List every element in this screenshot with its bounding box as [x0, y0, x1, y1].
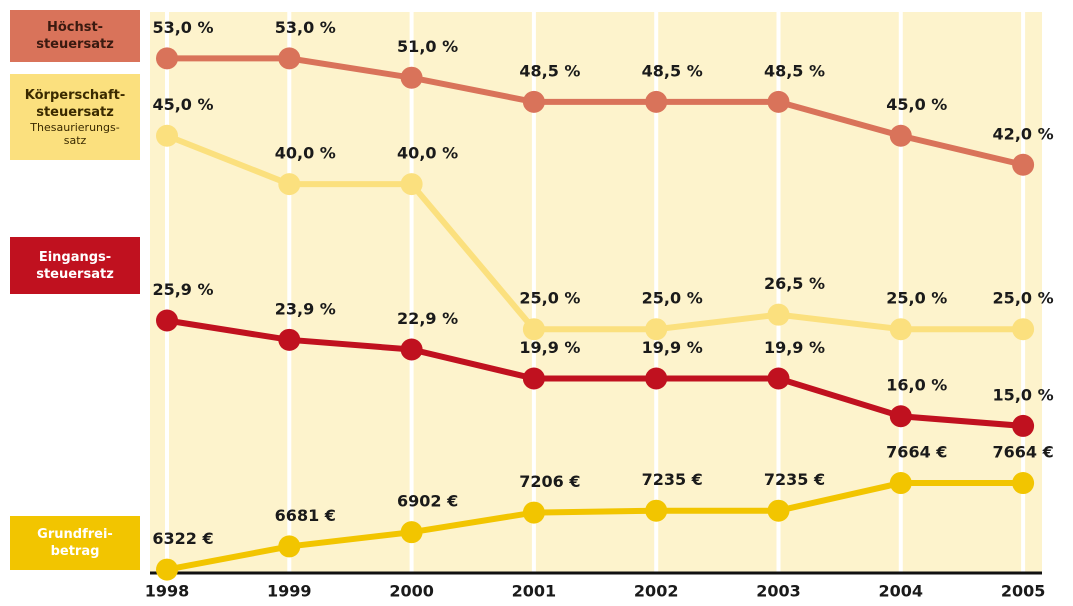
legend-sublabel: Thesaurierungs- satz — [30, 121, 120, 147]
legend-label: Grundfrei- betrag — [37, 527, 113, 559]
data-label: 45,0 % — [886, 95, 947, 114]
data-point — [400, 338, 423, 361]
data-label: 25,0 % — [886, 289, 947, 308]
data-label: 51,0 % — [397, 37, 458, 56]
x-tick-label: 2005 — [1001, 582, 1046, 601]
data-point — [767, 90, 790, 113]
data-point — [156, 47, 178, 70]
data-label: 7664 € — [886, 443, 947, 462]
data-point — [645, 318, 668, 341]
legend-entry: Grundfrei- betrag — [10, 516, 140, 570]
x-tick-label: 2004 — [879, 582, 924, 601]
legend-entry: Körperschaft- steuersatz Thesaurierungs- … — [10, 74, 140, 160]
series-line — [167, 55, 1024, 168]
data-point — [767, 303, 790, 326]
series-line — [166, 317, 1024, 429]
data-point — [278, 328, 301, 351]
data-point — [278, 173, 301, 196]
series-line — [166, 480, 1024, 573]
data-label: 40,0 % — [275, 144, 336, 163]
legend-label: Höchst- steuersatz — [36, 20, 114, 52]
data-label: 7664 € — [992, 443, 1053, 462]
data-label: 7206 € — [519, 472, 580, 491]
data-label: 53,0 % — [275, 18, 336, 37]
data-point — [1012, 153, 1035, 176]
data-label: 53,0 % — [152, 18, 213, 37]
data-point — [400, 66, 423, 89]
x-tick-label: 1999 — [267, 582, 312, 601]
data-point — [645, 499, 668, 522]
data-label: 26,5 % — [764, 274, 825, 293]
data-label: 25,0 % — [642, 289, 703, 308]
data-point — [278, 47, 301, 70]
data-label: 15,0 % — [993, 385, 1054, 404]
data-point — [156, 309, 178, 332]
data-label: 45,0 % — [152, 95, 213, 114]
data-label: 48,5 % — [642, 61, 703, 80]
data-point — [645, 90, 668, 113]
data-point — [767, 499, 790, 522]
data-label: 7235 € — [642, 470, 703, 489]
data-label: 19,9 % — [764, 338, 825, 357]
data-point — [156, 124, 178, 147]
data-label: 25,0 % — [519, 289, 580, 308]
data-point — [400, 173, 423, 196]
data-label: 16,0 % — [886, 376, 947, 395]
data-point — [1012, 472, 1035, 495]
data-point — [1012, 414, 1035, 437]
series-line — [165, 132, 1024, 333]
legend-entry: Eingangs- steuersatz — [10, 237, 140, 294]
data-point — [522, 318, 545, 341]
x-tick-label: 2002 — [634, 582, 679, 601]
data-point — [889, 124, 912, 147]
legend-label: Eingangs- steuersatz — [36, 249, 114, 282]
data-label: 48,5 % — [764, 61, 825, 80]
x-tick-label: 2003 — [756, 582, 801, 601]
data-point — [1012, 318, 1035, 341]
data-label: 48,5 % — [519, 61, 580, 80]
legend-label: Körperschaft- steuersatz — [24, 88, 126, 120]
legend-entry: Höchst- steuersatz — [10, 10, 140, 62]
data-label: 6902 € — [397, 492, 458, 511]
data-label: 7235 € — [764, 470, 825, 489]
data-point — [889, 318, 912, 341]
data-point — [278, 535, 301, 558]
data-label: 6322 € — [152, 529, 213, 548]
data-point — [767, 367, 790, 390]
data-point — [522, 367, 545, 390]
data-label: 42,0 % — [993, 124, 1054, 143]
data-label: 22,9 % — [397, 309, 458, 328]
data-point — [889, 405, 912, 428]
x-tick-label: 2000 — [389, 582, 434, 601]
data-point — [522, 501, 545, 524]
data-point — [522, 90, 545, 113]
data-point — [645, 367, 668, 390]
data-point — [156, 558, 178, 581]
data-point — [889, 472, 912, 495]
data-label: 40,0 % — [397, 144, 458, 163]
data-label: 23,9 % — [275, 299, 336, 318]
data-label: 25,0 % — [993, 289, 1054, 308]
data-point — [400, 521, 423, 544]
data-label: 6681 € — [275, 506, 336, 525]
x-tick-label: 2001 — [512, 582, 557, 601]
data-label: 19,9 % — [642, 338, 703, 357]
data-label: 19,9 % — [519, 338, 580, 357]
x-tick-label: 1998 — [145, 582, 190, 601]
data-label: 25,9 % — [152, 280, 213, 299]
